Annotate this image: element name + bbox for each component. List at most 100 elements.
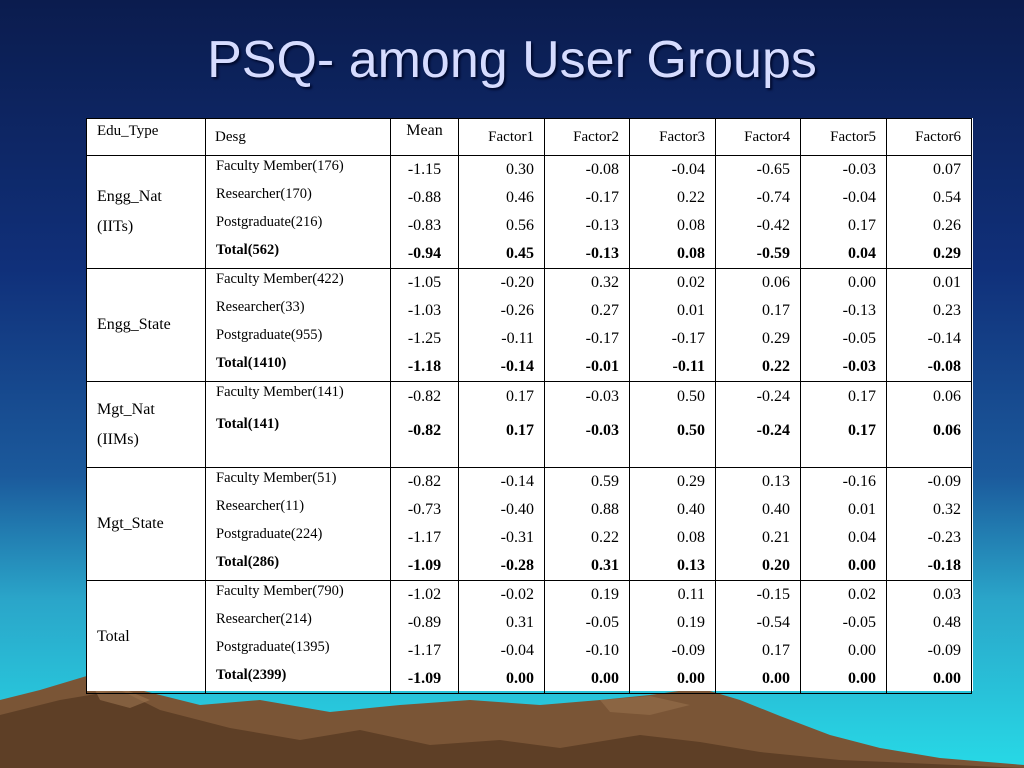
mean-cell: -0.82 -0.73 -1.17 -1.09 — [390, 467, 459, 581]
value: -0.14 — [927, 330, 961, 347]
desg-label: Researcher(170) — [216, 186, 312, 202]
factor1-cell: 0.30 0.46 0.56 0.45 — [458, 155, 545, 269]
value: -0.11 — [501, 330, 534, 347]
value: -1.25 — [407, 330, 442, 347]
desg-label: Postgraduate(1395) — [216, 639, 330, 655]
value: -0.09 — [927, 642, 961, 659]
value: -0.89 — [407, 614, 442, 631]
factor5-cell: 0.17 0.17 — [800, 381, 887, 468]
value: -0.05 — [585, 614, 619, 631]
value: -0.09 — [927, 473, 961, 490]
total-value: 0.13 — [677, 557, 705, 574]
value: -0.88 — [407, 189, 442, 206]
header-edu-type: Edu_Type — [86, 118, 206, 156]
factor3-cell: 0.29 0.40 0.08 0.13 — [629, 467, 716, 581]
total-value: 0.08 — [677, 245, 705, 262]
header-factor2: Factor2 — [544, 118, 630, 156]
value: 0.06 — [933, 388, 961, 405]
value: 0.56 — [506, 217, 534, 234]
factor1-cell: -0.20 -0.26 -0.11 -0.14 — [458, 268, 545, 382]
value: 0.22 — [591, 529, 619, 546]
desg-label: Faculty Member(790) — [216, 583, 344, 599]
factor2-cell: 0.32 0.27 -0.17 -0.01 — [544, 268, 630, 382]
table-group-row: Mgt_State Faculty Member(51) Researcher(11… — [86, 467, 972, 581]
value: -0.05 — [842, 330, 876, 347]
value: -0.03 — [585, 388, 619, 405]
total-value: -0.14 — [500, 358, 534, 375]
value: 0.22 — [677, 189, 705, 206]
total-value: -0.11 — [672, 358, 705, 375]
factor1-cell: -0.14 -0.40 -0.31 -0.28 — [458, 467, 545, 581]
header-factor4: Factor4 — [715, 118, 801, 156]
value: -0.02 — [500, 586, 534, 603]
mean-cell: -0.82 -0.82 — [390, 381, 459, 468]
value: 0.00 — [848, 642, 876, 659]
factor1-cell: -0.02 0.31 -0.04 0.00 — [458, 580, 545, 694]
desg-total-label: Total(562) — [216, 242, 280, 258]
value: 0.01 — [933, 274, 961, 291]
edu-type-label: Total — [97, 628, 130, 645]
edu-type-label: Mgt_State — [97, 515, 164, 532]
total-value: 0.00 — [848, 557, 876, 574]
table-panel: Edu_Type Desg Mean Factor1 Factor2 Facto… — [86, 118, 973, 694]
desg-label: Researcher(11) — [216, 498, 305, 514]
value: -0.42 — [756, 217, 790, 234]
value: 0.23 — [933, 302, 961, 319]
factor3-cell: 0.11 0.19 -0.09 0.00 — [629, 580, 716, 694]
desg-label: Postgraduate(224) — [216, 526, 323, 542]
value: 0.01 — [848, 501, 876, 518]
total-value: 0.17 — [506, 422, 534, 439]
value: 0.31 — [506, 614, 534, 631]
factor4-cell: -0.15 -0.54 0.17 0.00 — [715, 580, 801, 694]
value: -0.17 — [585, 330, 619, 347]
value: -0.20 — [500, 274, 534, 291]
value: 0.40 — [677, 501, 705, 518]
factor4-cell: -0.65 -0.74 -0.42 -0.59 — [715, 155, 801, 269]
factor3-cell: 0.50 0.50 — [629, 381, 716, 468]
value: -0.04 — [671, 161, 705, 178]
value: -0.74 — [756, 189, 790, 206]
value: 0.11 — [677, 586, 705, 603]
factor6-cell: -0.09 0.32 -0.23 -0.18 — [886, 467, 972, 581]
edu-type-cell: Engg_State — [86, 268, 206, 382]
factor6-cell: 0.03 0.48 -0.09 0.00 — [886, 580, 972, 694]
desg-total-label: Total(286) — [216, 554, 280, 570]
factor2-cell: 0.59 0.88 0.22 0.31 — [544, 467, 630, 581]
total-value: 0.29 — [933, 245, 961, 262]
factor6-cell: 0.06 0.06 — [886, 381, 972, 468]
value: -0.54 — [756, 614, 790, 631]
header-mean: Mean — [390, 118, 459, 156]
value: 0.54 — [933, 189, 961, 206]
factor5-cell: -0.16 0.01 0.04 0.00 — [800, 467, 887, 581]
header-factor5: Factor5 — [800, 118, 887, 156]
value: 0.21 — [762, 529, 790, 546]
desg-label: Faculty Member(141) — [216, 384, 344, 400]
table-group-row: Mgt_Nat (IIMs) Faculty Member(141) Total(14… — [86, 381, 972, 468]
total-value: -1.18 — [407, 358, 442, 375]
value: -1.15 — [407, 161, 442, 178]
header-factor6: Factor6 — [886, 118, 972, 156]
value: 0.06 — [762, 274, 790, 291]
edu-type-cell: Mgt_State — [86, 467, 206, 581]
header-row: Edu_Type Desg Mean Factor1 Factor2 Facto… — [86, 118, 972, 156]
value: 0.32 — [933, 501, 961, 518]
factor3-cell: -0.04 0.22 0.08 0.08 — [629, 155, 716, 269]
total-value: 0.04 — [848, 245, 876, 262]
value: 0.50 — [677, 388, 705, 405]
factor6-cell: 0.07 0.54 0.26 0.29 — [886, 155, 972, 269]
value: 0.08 — [677, 529, 705, 546]
mean-cell: -1.05 -1.03 -1.25 -1.18 — [390, 268, 459, 382]
total-value: -0.18 — [927, 557, 961, 574]
value: -0.10 — [585, 642, 619, 659]
value: -0.23 — [927, 529, 961, 546]
factor3-cell: 0.02 0.01 -0.17 -0.11 — [629, 268, 716, 382]
value: 0.04 — [848, 529, 876, 546]
total-value: -0.03 — [585, 422, 619, 439]
value: 0.19 — [677, 614, 705, 631]
factor4-cell: -0.24 -0.24 — [715, 381, 801, 468]
edu-type-label: Mgt_Nat — [97, 400, 155, 418]
value: -0.17 — [585, 189, 619, 206]
value: -0.40 — [500, 501, 534, 518]
total-value: 0.22 — [762, 358, 790, 375]
